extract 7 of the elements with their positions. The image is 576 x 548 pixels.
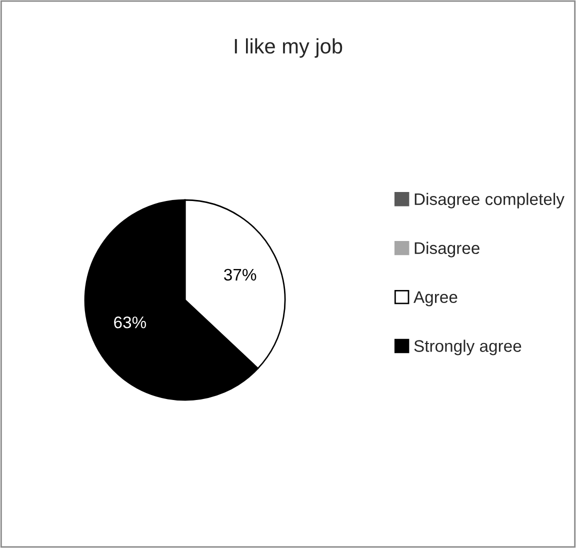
legend-label: Strongly agree — [414, 340, 522, 356]
legend-label: Agree — [414, 291, 458, 306]
data-label: 37% — [224, 268, 256, 281]
chart-title: I like my job — [234, 38, 342, 58]
legend-label: Disagree — [414, 242, 480, 258]
data-label: 63% — [114, 316, 146, 328]
legend-label: Disagree completely — [414, 192, 564, 208]
